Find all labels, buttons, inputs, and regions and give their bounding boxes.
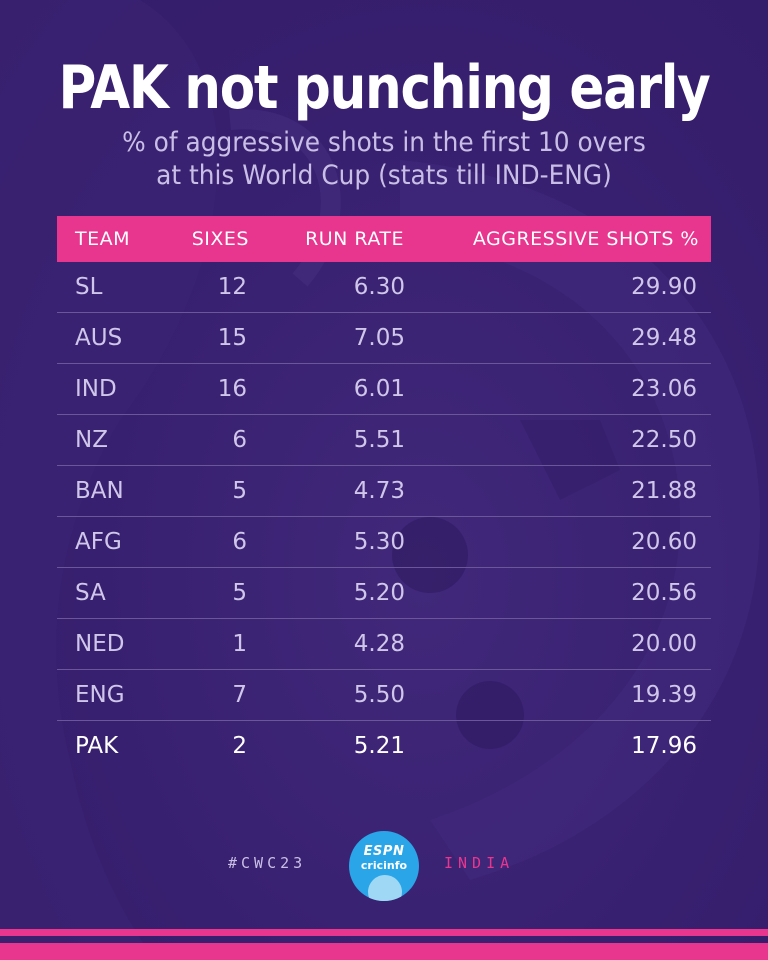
- region-label: INDIA: [444, 854, 515, 872]
- cell-run-rate: 4.73: [353, 478, 405, 504]
- cell-sixes: 2: [232, 733, 247, 759]
- subtitle-line-2: at this World Cup (stats till IND-ENG): [156, 160, 612, 191]
- table-row-highlighted: PAK 2 5.21 17.96: [57, 721, 711, 772]
- cell-aggressive-shots: 20.56: [631, 580, 697, 606]
- cell-sixes: 6: [232, 427, 247, 453]
- cell-team: NED: [75, 631, 125, 657]
- espncricinfo-logo: ESPN cricinfo: [349, 831, 419, 901]
- table-row: SL 12 6.30 29.90: [57, 262, 711, 313]
- cell-aggressive-shots: 29.90: [631, 274, 697, 300]
- table-row: IND 16 6.01 23.06: [57, 364, 711, 415]
- cell-aggressive-shots: 22.50: [631, 427, 697, 453]
- cell-team: AUS: [75, 325, 123, 351]
- cell-aggressive-shots: 20.00: [631, 631, 697, 657]
- table-row: BAN 5 4.73 21.88: [57, 466, 711, 517]
- table-row: NED 1 4.28 20.00: [57, 619, 711, 670]
- column-header-aggressive-shots: AGGRESSIVE SHOTS %: [472, 228, 699, 250]
- cell-run-rate: 5.30: [353, 529, 405, 555]
- cell-sixes: 1: [232, 631, 247, 657]
- column-header-run-rate: RUN RATE: [305, 228, 404, 250]
- footer: #CWC23 ESPN cricinfo INDIA: [0, 828, 768, 901]
- cell-sixes: 6: [232, 529, 247, 555]
- cell-sixes: 7: [232, 682, 247, 708]
- cell-run-rate: 5.51: [353, 427, 405, 453]
- cell-team: BAN: [75, 478, 124, 504]
- cell-sixes: 5: [232, 478, 247, 504]
- cell-sixes: 16: [217, 376, 247, 402]
- cell-team: SA: [75, 580, 106, 606]
- table-row: AFG 6 5.30 20.60: [57, 517, 711, 568]
- column-header-team: TEAM: [75, 228, 131, 250]
- subtitle: % of aggressive shots in the first 10 ov…: [31, 126, 738, 192]
- column-header-sixes: SIXES: [191, 228, 249, 250]
- table-row: AUS 15 7.05 29.48: [57, 313, 711, 364]
- cell-aggressive-shots: 29.48: [631, 325, 697, 351]
- cell-run-rate: 6.01: [353, 376, 405, 402]
- cell-run-rate: 5.20: [353, 580, 405, 606]
- cricket-ball-icon: [368, 875, 402, 901]
- cell-aggressive-shots: 19.39: [631, 682, 697, 708]
- accent-bar: [0, 943, 768, 960]
- cell-aggressive-shots: 23.06: [631, 376, 697, 402]
- cell-aggressive-shots: 20.60: [631, 529, 697, 555]
- table-row: ENG 7 5.50 19.39: [57, 670, 711, 721]
- hashtag: #CWC23: [228, 854, 307, 872]
- cell-aggressive-shots: 21.88: [631, 478, 697, 504]
- cell-team: PAK: [75, 733, 119, 759]
- cell-team: IND: [75, 376, 117, 402]
- cell-team: ENG: [75, 682, 125, 708]
- table-row: SA 5 5.20 20.56: [57, 568, 711, 619]
- table-header: TEAM SIXES RUN RATE AGGRESSIVE SHOTS %: [57, 216, 711, 262]
- accent-stripe: [0, 929, 768, 936]
- cell-team: NZ: [75, 427, 108, 453]
- cell-sixes: 15: [217, 325, 247, 351]
- cell-run-rate: 5.21: [353, 733, 405, 759]
- logo-cricinfo-text: cricinfo: [360, 859, 408, 872]
- cell-run-rate: 7.05: [353, 325, 405, 351]
- table-row: NZ 6 5.51 22.50: [57, 415, 711, 466]
- cell-aggressive-shots: 17.96: [631, 733, 697, 759]
- cell-team: SL: [75, 274, 103, 300]
- cell-sixes: 5: [232, 580, 247, 606]
- subtitle-line-1: % of aggressive shots in the first 10 ov…: [122, 127, 646, 158]
- page-title: PAK not punching early: [58, 53, 710, 123]
- cell-run-rate: 5.50: [353, 682, 405, 708]
- cell-run-rate: 6.30: [353, 274, 405, 300]
- stats-table: TEAM SIXES RUN RATE AGGRESSIVE SHOTS % S…: [57, 216, 711, 772]
- cell-sixes: 12: [217, 274, 247, 300]
- cell-run-rate: 4.28: [353, 631, 405, 657]
- logo-espn-text: ESPN: [363, 844, 405, 859]
- cell-team: AFG: [75, 529, 122, 555]
